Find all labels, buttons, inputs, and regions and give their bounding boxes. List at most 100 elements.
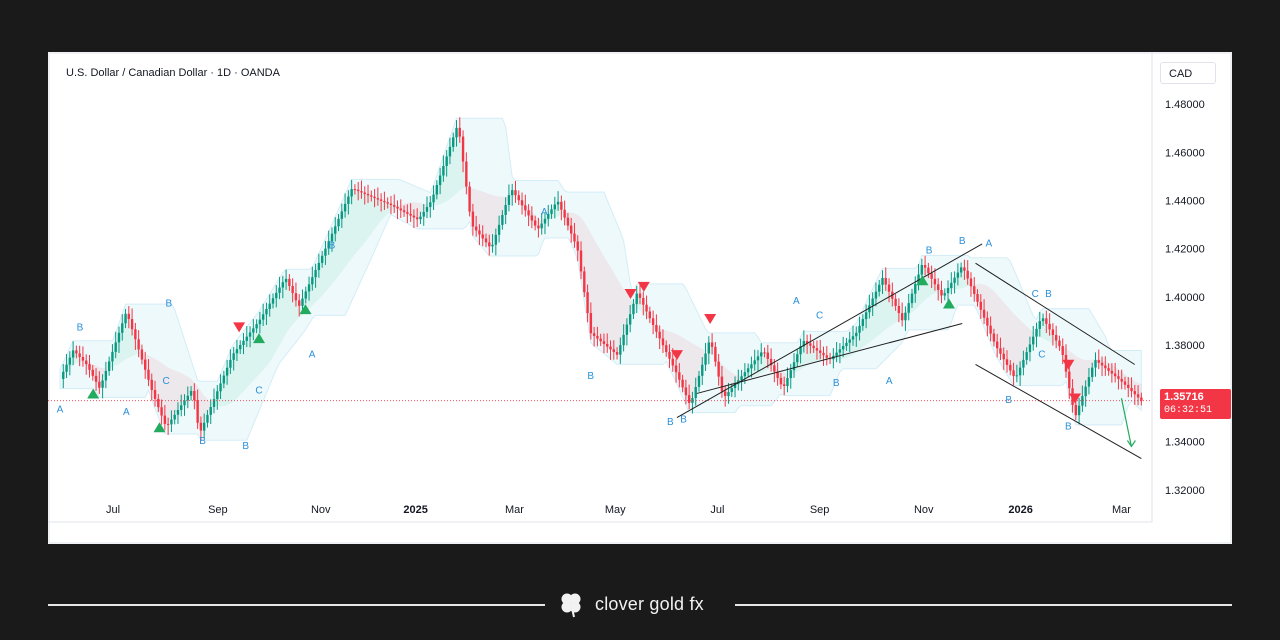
wave-label: B bbox=[199, 436, 206, 447]
candle-body bbox=[327, 241, 330, 249]
candle-body bbox=[809, 343, 812, 346]
candle-body bbox=[101, 380, 104, 388]
candle-body bbox=[301, 298, 304, 306]
candle-body bbox=[678, 372, 681, 380]
candle-body bbox=[130, 319, 134, 330]
candle-body bbox=[940, 289, 943, 296]
candle-body bbox=[868, 305, 871, 313]
candle-body bbox=[609, 346, 612, 350]
candle-body bbox=[484, 238, 488, 243]
wave-label: C bbox=[255, 385, 262, 396]
candle-body bbox=[307, 284, 311, 292]
candle-body bbox=[1002, 353, 1005, 360]
candle-body bbox=[379, 199, 383, 201]
last-price-tag: 1.35716 06:32:51 bbox=[1160, 389, 1231, 419]
wave-label: B bbox=[329, 241, 336, 252]
candle-body bbox=[474, 226, 478, 231]
candle-body bbox=[959, 267, 963, 273]
candle-body bbox=[1130, 387, 1133, 392]
candle-body bbox=[360, 191, 363, 193]
candle-body bbox=[1041, 318, 1045, 322]
candle-body bbox=[740, 376, 743, 381]
candle-body bbox=[422, 211, 425, 217]
candle-body bbox=[900, 313, 904, 321]
candle-body bbox=[1113, 373, 1117, 377]
candle-body bbox=[979, 301, 982, 310]
y-tick-label: 1.34000 bbox=[1165, 437, 1205, 449]
candle-body bbox=[1061, 346, 1064, 355]
candle-body bbox=[170, 419, 173, 425]
candle-body bbox=[884, 277, 887, 285]
candle-body bbox=[671, 358, 674, 366]
candle-body bbox=[121, 323, 124, 333]
candle-body bbox=[137, 339, 140, 350]
candle-body bbox=[579, 250, 583, 272]
y-tick-label: 1.32000 bbox=[1165, 485, 1205, 497]
candle-body bbox=[94, 375, 98, 382]
candle-body bbox=[193, 390, 196, 401]
candle-body bbox=[907, 303, 910, 313]
candle-body bbox=[937, 284, 940, 290]
candle-body bbox=[98, 381, 101, 388]
candle-body bbox=[1104, 365, 1107, 369]
clover-icon bbox=[561, 593, 581, 618]
candle-body bbox=[815, 348, 819, 351]
candle-body bbox=[563, 209, 566, 218]
candle-body bbox=[393, 205, 396, 207]
candle-body bbox=[209, 407, 212, 415]
candle-body bbox=[419, 216, 422, 220]
candle-body bbox=[622, 334, 625, 346]
candle-body bbox=[461, 136, 465, 162]
sell-signal-triangle bbox=[1069, 393, 1082, 404]
sell-signal-triangle bbox=[233, 322, 246, 333]
candle-body bbox=[573, 233, 576, 242]
x-tick-label: Nov bbox=[914, 504, 934, 516]
candle-body bbox=[530, 215, 534, 221]
candle-body bbox=[897, 305, 901, 314]
candle-body bbox=[756, 356, 760, 361]
candle-body bbox=[638, 293, 642, 298]
candle-body bbox=[376, 198, 380, 200]
candle-body bbox=[429, 202, 432, 208]
candle-body bbox=[330, 233, 334, 242]
candle-body bbox=[569, 225, 573, 234]
candle-body bbox=[750, 364, 753, 369]
candle-body bbox=[363, 192, 366, 194]
candle-body bbox=[199, 422, 203, 431]
trend-line bbox=[696, 323, 963, 394]
candle-body bbox=[665, 345, 668, 352]
candle-body bbox=[511, 190, 514, 196]
candle-body bbox=[1097, 360, 1100, 363]
candle-body bbox=[1005, 359, 1009, 365]
wave-label: B bbox=[587, 371, 594, 382]
x-tick-label: Sep bbox=[208, 504, 228, 516]
candle-body bbox=[760, 352, 763, 357]
x-tick-label: Mar bbox=[1112, 504, 1131, 516]
candle-body bbox=[189, 390, 193, 396]
y-tick-label: 1.40000 bbox=[1165, 292, 1205, 304]
candle-body bbox=[704, 353, 707, 365]
candle-body bbox=[1048, 323, 1051, 330]
candle-body bbox=[625, 324, 629, 335]
wave-label: A bbox=[985, 238, 992, 249]
candle-body bbox=[1051, 329, 1055, 335]
candle-body bbox=[547, 214, 550, 219]
candle-body bbox=[491, 244, 494, 247]
candle-body bbox=[819, 350, 822, 353]
buy-signal-triangle bbox=[153, 422, 166, 433]
candle-body bbox=[111, 351, 114, 362]
wave-label: B bbox=[833, 378, 840, 389]
candle-body bbox=[697, 375, 701, 387]
candle-body bbox=[252, 328, 255, 333]
wave-label: A bbox=[541, 207, 548, 218]
brand-name: clover gold fx bbox=[595, 593, 704, 614]
candle-body bbox=[366, 193, 370, 196]
candle-body bbox=[956, 272, 960, 278]
currency-button[interactable]: CAD bbox=[1160, 62, 1216, 84]
candle-body bbox=[1081, 396, 1084, 406]
candle-body bbox=[930, 273, 933, 279]
candle-body bbox=[769, 358, 773, 366]
candle-body bbox=[166, 423, 170, 425]
